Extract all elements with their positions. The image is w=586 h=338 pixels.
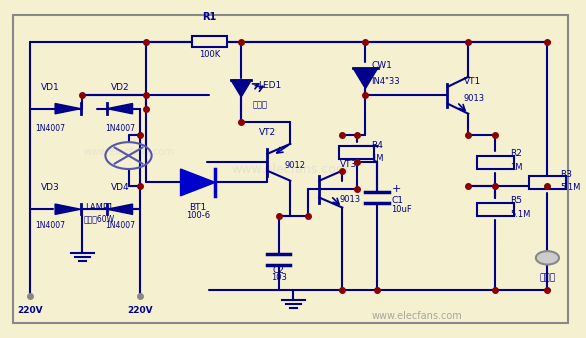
Text: 9013: 9013 [464, 94, 485, 103]
Text: IN4"33: IN4"33 [371, 77, 400, 86]
Text: 1M: 1M [510, 163, 522, 172]
Text: 5.1M: 5.1M [560, 183, 581, 192]
Text: 不大于60W: 不大于60W [84, 214, 115, 223]
Text: www.elecfans.com: www.elecfans.com [83, 147, 174, 157]
Circle shape [536, 251, 559, 265]
Text: www.elecfans.com: www.elecfans.com [372, 312, 463, 321]
Text: VT3: VT3 [339, 160, 357, 169]
Text: VD3: VD3 [41, 184, 60, 192]
Text: 5.1M: 5.1M [510, 210, 530, 219]
Text: CW1: CW1 [371, 61, 392, 70]
Text: 100K: 100K [199, 50, 220, 59]
Polygon shape [55, 103, 80, 114]
Text: 103: 103 [271, 273, 287, 282]
Text: LED1: LED1 [258, 81, 282, 90]
Text: 电源灯: 电源灯 [253, 101, 268, 110]
Bar [476, 202, 515, 216]
Text: 220V: 220V [127, 307, 153, 315]
Text: R4: R4 [371, 141, 383, 150]
Text: VT1: VT1 [464, 77, 481, 86]
Text: C1: C1 [391, 196, 403, 206]
Text: R2: R2 [510, 149, 522, 159]
Text: 9012: 9012 [285, 161, 305, 170]
Polygon shape [107, 204, 132, 214]
Text: VT2: VT2 [258, 128, 276, 137]
Bar [339, 146, 374, 159]
Text: VD1: VD1 [41, 83, 60, 92]
Text: 9013: 9013 [339, 195, 360, 204]
Text: 1N4007: 1N4007 [105, 124, 135, 133]
Bar [529, 176, 566, 189]
Text: 触摸端: 触摸端 [539, 273, 556, 282]
Polygon shape [107, 103, 132, 114]
Text: VD4: VD4 [111, 184, 129, 192]
Polygon shape [231, 80, 251, 97]
Text: BT1: BT1 [189, 202, 206, 212]
Bar [476, 155, 515, 169]
Text: 1N4007: 1N4007 [36, 221, 66, 230]
Text: R3: R3 [560, 170, 572, 178]
Text: VD2: VD2 [111, 83, 129, 92]
Text: www.elecfans.com: www.elecfans.com [232, 163, 349, 175]
Text: 220V: 220V [18, 307, 43, 315]
Polygon shape [180, 169, 215, 196]
Text: 100-6: 100-6 [186, 211, 210, 220]
Polygon shape [55, 204, 80, 214]
Polygon shape [353, 68, 377, 89]
Text: 1N4007: 1N4007 [36, 124, 66, 133]
Text: R5: R5 [510, 196, 522, 206]
Text: 1N4007: 1N4007 [105, 221, 135, 230]
Text: 1M: 1M [371, 154, 384, 164]
Text: R1: R1 [202, 11, 217, 22]
Text: 10uF: 10uF [391, 205, 412, 214]
Text: C2: C2 [273, 266, 285, 275]
Bar [192, 36, 227, 47]
Text: +: + [391, 184, 401, 194]
Text: LAMP1: LAMP1 [86, 202, 114, 212]
